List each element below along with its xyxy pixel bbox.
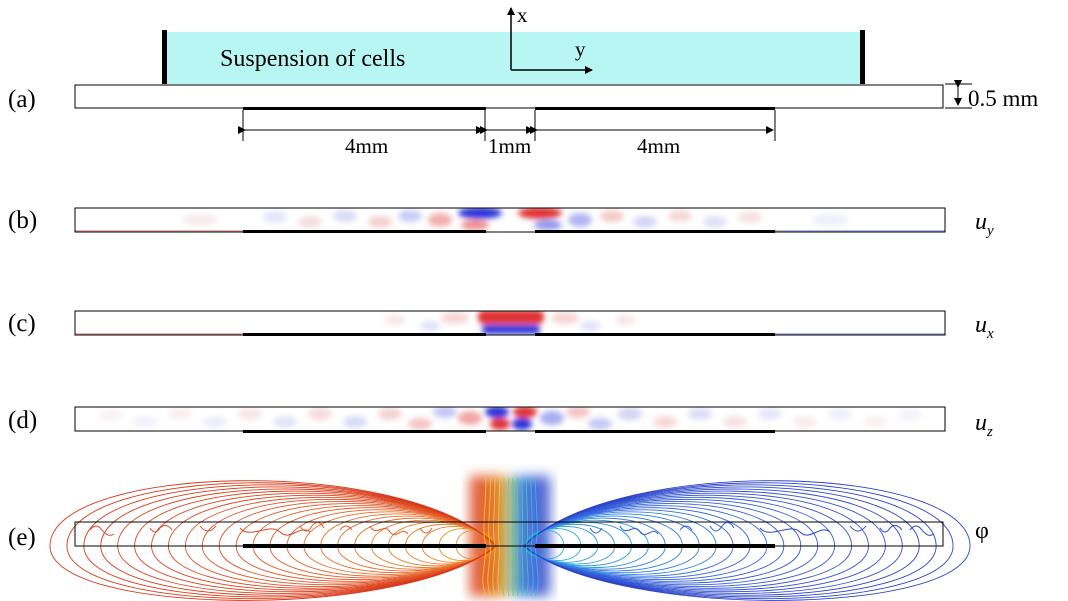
field-label-ux: ux	[975, 312, 994, 342]
potential-contour-map	[49, 476, 971, 601]
right-electrode	[535, 230, 775, 233]
phi-contour-wiggles-left2	[299, 522, 433, 536]
contour-line-center	[517, 477, 519, 597]
uy-substrate-outline	[74, 207, 946, 233]
panel-a: (a) Suspension of cells x y 4mm 1mm 4mm …	[8, 3, 1038, 158]
contour-line-right	[523, 482, 954, 600]
panel-d: (d)	[8, 406, 993, 440]
panel-c-label: (c)	[8, 310, 36, 337]
left-electrode	[243, 544, 486, 548]
contour-line-left	[49, 480, 497, 601]
uz-field-map	[98, 407, 922, 430]
field-label-phi: φ	[975, 518, 989, 544]
right-chamber-wall	[860, 30, 865, 84]
cell-suspension-fluid	[167, 32, 862, 84]
right-electrode	[535, 107, 775, 110]
panel-d-label: (d)	[8, 407, 37, 434]
phi-contour-wiggles-right2	[759, 524, 935, 536]
panel-e: (e) φ	[8, 476, 989, 601]
dimension-left-label: 4mm	[345, 134, 388, 158]
dimension-right-label: 4mm	[637, 134, 680, 158]
contour-line-right	[523, 480, 971, 601]
right-electrode	[535, 430, 775, 433]
phi-contour-wiggles-right	[589, 522, 735, 536]
uy-field-background	[75, 208, 945, 232]
phi-contour-wiggles-left	[89, 524, 311, 536]
x-axis-label: x	[517, 3, 528, 27]
phi-substrate-outline	[74, 521, 944, 547]
ux-substrate-outline	[74, 310, 946, 336]
panel-b-label: (b)	[8, 207, 37, 234]
uz-substrate-outline	[74, 406, 946, 432]
field-label-uy: uy	[975, 209, 994, 239]
field-label-uz: uz	[975, 410, 993, 440]
ux-field-map	[385, 311, 635, 334]
contour-line-left	[66, 482, 497, 600]
substrate	[74, 84, 944, 109]
right-electrode	[535, 333, 775, 336]
y-axis-label: y	[575, 37, 586, 61]
left-electrode	[243, 430, 486, 433]
right-electrode	[535, 544, 775, 548]
panel-c: (c) ux	[8, 310, 994, 342]
contour-line-center	[507, 477, 509, 597]
fluid-label: Suspension of cells	[220, 46, 405, 72]
left-chamber-wall	[162, 30, 167, 84]
uy-field-map	[182, 208, 848, 230]
panel-e-label: (e)	[8, 524, 36, 551]
left-electrode	[243, 333, 486, 336]
panel-a-label: (a)	[8, 86, 36, 113]
left-electrode	[243, 230, 486, 233]
dimension-gap-label: 1mm	[488, 134, 531, 158]
left-electrode	[243, 107, 486, 110]
thickness-label: 0.5 mm	[968, 86, 1038, 111]
panel-b: (b) uy	[8, 207, 994, 239]
